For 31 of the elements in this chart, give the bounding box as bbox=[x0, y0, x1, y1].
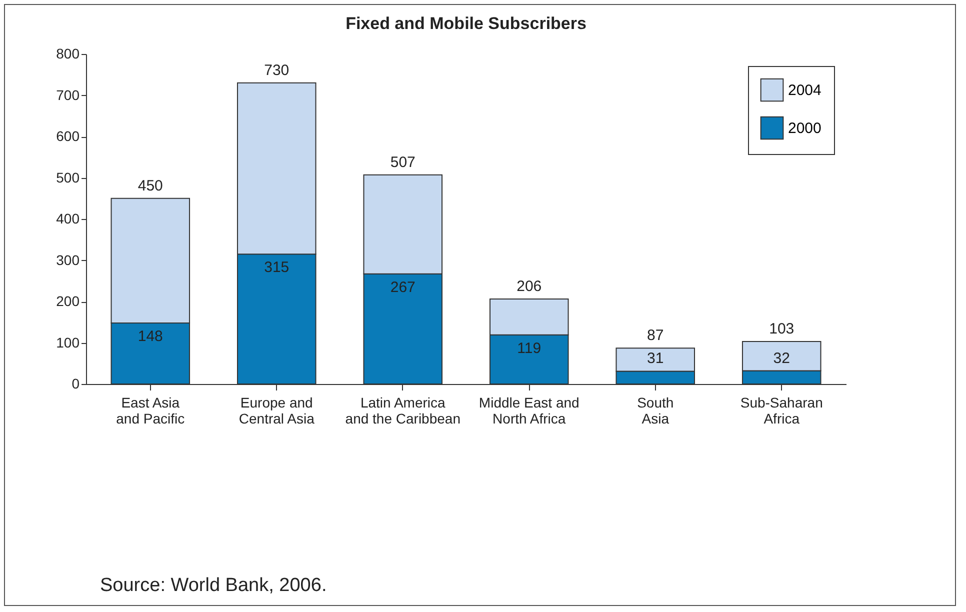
y-tick-label: 500 bbox=[56, 169, 80, 186]
y-tick-label: 400 bbox=[56, 210, 80, 226]
total-label: 206 bbox=[516, 278, 542, 296]
y-tick-label: 700 bbox=[56, 86, 80, 103]
data-label: 119 bbox=[517, 340, 542, 357]
x-tick-label: South Asia bbox=[637, 394, 674, 426]
x-tick-label: East Asia and Pacific bbox=[116, 394, 185, 426]
x-tick-label: Sub-Saharan Africa bbox=[740, 394, 823, 426]
y-tick-label: 0 bbox=[72, 376, 80, 392]
legend-label: 2000 bbox=[788, 120, 822, 137]
data-label: 148 bbox=[138, 328, 163, 345]
total-label: 730 bbox=[264, 62, 290, 79]
source-note: Source: World Bank, 2006. bbox=[100, 575, 327, 597]
y-tick-label: 300 bbox=[56, 252, 80, 268]
data-label: 267 bbox=[390, 278, 416, 296]
data-label: 32 bbox=[773, 350, 790, 367]
chart-title: Fixed and Mobile Subscribers bbox=[346, 14, 586, 33]
total-label: 450 bbox=[138, 177, 163, 194]
x-tick-label: Europe and Central Asia bbox=[238, 394, 315, 426]
y-tick-label: 600 bbox=[56, 128, 80, 144]
total-label: 103 bbox=[769, 320, 794, 338]
x-tick-label: Middle East and North Africa bbox=[478, 394, 580, 426]
data-label: 315 bbox=[264, 259, 290, 276]
y-tick-label: 100 bbox=[56, 334, 80, 350]
total-label: 507 bbox=[390, 154, 416, 171]
total-label: 87 bbox=[647, 327, 664, 344]
data-label: 31 bbox=[647, 350, 664, 368]
legend-label: 2004 bbox=[788, 82, 822, 99]
y-tick-label: 800 bbox=[56, 46, 80, 62]
y-tick-label: 200 bbox=[56, 293, 80, 309]
x-tick-label: Latin America and the Caribbean bbox=[345, 394, 460, 426]
